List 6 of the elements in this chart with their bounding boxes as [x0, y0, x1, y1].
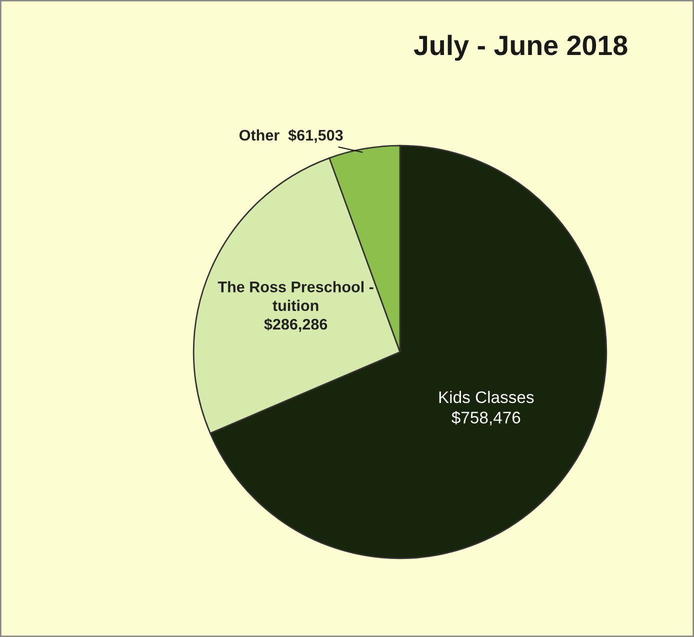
- slice-label: Other $61,503: [239, 129, 343, 143]
- slice-label: Kids Classes: [439, 390, 534, 404]
- chart-title: July - June 2018: [414, 34, 628, 61]
- data-label: $758,476: [452, 410, 520, 426]
- slice-label: The Ross Preschool - tuition: [218, 281, 374, 312]
- data-label: $286,286: [264, 318, 328, 332]
